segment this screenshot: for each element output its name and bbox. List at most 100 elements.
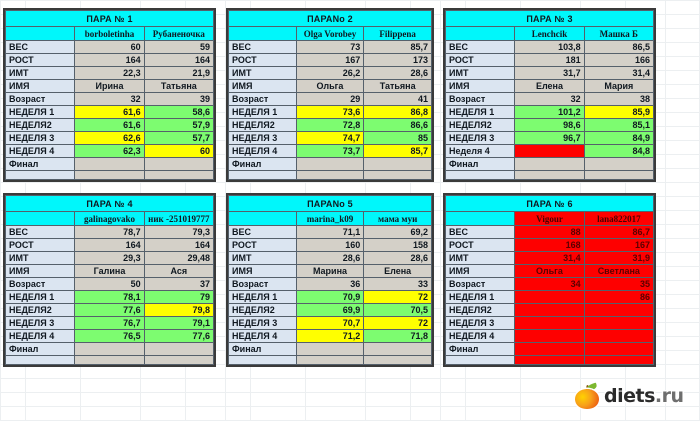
users-row-corner: [4, 211, 76, 226]
row-value: 29,48: [143, 251, 215, 265]
pair-table-grid: ПАРАNo 5 marina_k09 мама муи ВЕС 71,1 69,2 РОС…: [228, 195, 432, 365]
table-row: ИМТ 29,3 29,48: [4, 251, 215, 265]
row-label: НЕДЕЛЯ 1: [4, 105, 76, 119]
row-value: 70,9: [295, 290, 365, 304]
row-value: 28,6: [363, 251, 432, 265]
row-label: НЕДЕЛЯ2: [444, 118, 516, 132]
row-label: ИМТ: [228, 251, 297, 265]
table-row: НЕДЕЛЯ 1 101,2 85,9: [444, 105, 655, 119]
row-value: [514, 157, 585, 171]
row-value: 79,1: [143, 316, 215, 330]
users-row-corner: [4, 26, 76, 41]
table-row: ВЕС 78,7 79,3: [4, 225, 215, 239]
participant-username: lana822017: [583, 211, 655, 226]
table-row: НЕДЕЛЯ 1 70,9 72: [228, 290, 432, 304]
table-row: НЕДЕЛЯ2 72,8 86,6: [228, 118, 432, 132]
table-row: НЕДЕЛЯ 3: [444, 316, 655, 330]
table-users-row: Lenchcik Машка Б: [444, 26, 655, 41]
row-value: 21,9: [143, 66, 215, 80]
table-row: НЕДЕЛЯ2 77,6 79,8: [4, 303, 215, 317]
users-row-corner: [228, 211, 297, 226]
row-value: 28,6: [295, 251, 365, 265]
table-title-row: ПАРА № 3: [445, 10, 654, 27]
row-value: 31,4: [583, 66, 655, 80]
spacer-value-cell: [583, 170, 655, 180]
apple-body-icon: [575, 389, 599, 409]
table-row: Финал: [4, 342, 215, 356]
table-row: ИМТ 28,6 28,6: [228, 251, 432, 265]
table-row: НЕДЕЛЯ 3 96,7 84,9: [444, 131, 655, 145]
row-value: 72: [363, 316, 432, 330]
row-value: 36: [295, 277, 365, 291]
row-label: Возраст: [4, 277, 76, 291]
table-spacer-row: [228, 355, 432, 365]
table-spacer-row: [444, 170, 655, 180]
table-row: ИМЯ Ольга Светлана: [444, 264, 655, 278]
row-label: НЕДЕЛЯ 3: [4, 131, 76, 145]
table-row: НЕДЕЛЯ2: [444, 303, 655, 317]
pair-title: ПАРА № 6: [445, 195, 654, 212]
table-row: ИМЯ Ирина Татьяна: [4, 79, 215, 93]
row-label: НЕДЕЛЯ 3: [228, 316, 297, 330]
pair-table-4: ПАРА № 4 galinagovako ник -251019777 ВЕС 78,…: [3, 193, 216, 367]
row-value: 71,1: [295, 225, 365, 239]
row-label: ИМТ: [4, 251, 76, 265]
row-value: 41: [363, 92, 432, 106]
row-value: [363, 342, 432, 356]
spacer-value-cell: [74, 355, 145, 365]
table-spacer-row: [228, 170, 432, 180]
row-value: 35: [583, 277, 655, 291]
pair-table-2: ПАРАNo 2 Olga Vorobey Filippena ВЕС 73 85,7 РО…: [226, 8, 434, 182]
participant-username: Filippena: [363, 26, 432, 41]
row-label: НЕДЕЛЯ 3: [444, 131, 516, 145]
row-label: НЕДЕЛЯ 4: [228, 329, 297, 343]
spacer-value-cell: [363, 355, 432, 365]
row-label: ИМТ: [4, 66, 76, 80]
table-row: НЕДЕЛЯ 1 73,6 86,8: [228, 105, 432, 119]
row-value: Елена: [514, 79, 585, 93]
participant-username: мама муи: [363, 211, 432, 226]
table-row: НЕДЕЛЯ 4: [444, 329, 655, 343]
row-label: Финал: [228, 342, 297, 356]
row-value: 72,8: [295, 118, 365, 132]
row-value: Галина: [74, 264, 145, 278]
table-row: НЕДЕЛЯ 3 70,7 72: [228, 316, 432, 330]
row-value: 164: [143, 53, 215, 67]
row-label: Финал: [4, 342, 76, 356]
row-label: ВЕС: [228, 225, 297, 239]
participant-username: galinagovako: [74, 211, 145, 226]
row-label: НЕДЕЛЯ 1: [444, 105, 516, 119]
table-row: Финал: [4, 157, 215, 171]
table-row: НЕДЕЛЯ 3 62,6 57,7: [4, 131, 215, 145]
participant-username: ник -251019777: [143, 211, 215, 226]
row-value: 86,7: [583, 225, 655, 239]
row-value: 85,9: [583, 105, 655, 119]
table-row: ИМЯ Ольга Татьяна: [228, 79, 432, 93]
row-value: [74, 342, 145, 356]
row-value: 70,7: [295, 316, 365, 330]
table-row: Неделя 4 84,8: [444, 144, 655, 158]
pair-table-grid: ПАРА № 4 galinagovako ник -251019777 ВЕС 78,…: [4, 195, 215, 365]
table-title-row: ПАРА № 1: [5, 10, 214, 27]
row-value: 78,1: [74, 290, 145, 304]
table-row: Возраст 36 33: [228, 277, 432, 291]
row-value: 101,2: [514, 105, 585, 119]
spacer-label-cell: [4, 355, 76, 365]
row-value: 168: [514, 238, 585, 252]
row-value: 77,6: [74, 303, 145, 317]
row-value: 71,8: [363, 329, 432, 343]
row-value: [363, 157, 432, 171]
row-value: Елена: [363, 264, 432, 278]
participant-username: borboletinha: [74, 26, 145, 41]
row-value: 74,7: [295, 131, 365, 145]
table-row: ВЕС 103,8 86,5: [444, 40, 655, 54]
table-title-row: ПАРА № 4: [5, 195, 214, 212]
row-label: НЕДЕЛЯ 3: [444, 316, 516, 330]
table-row: НЕДЕЛЯ 1 61,6 58,6: [4, 105, 215, 119]
row-value: 28,6: [363, 66, 432, 80]
grid-row-line: [0, 0, 700, 1]
row-value: [583, 157, 655, 171]
spacer-value-cell: [514, 170, 585, 180]
pair-table-grid: ПАРАNo 2 Olga Vorobey Filippena ВЕС 73 85,7 РО…: [228, 10, 432, 180]
row-label: Финал: [444, 157, 516, 171]
